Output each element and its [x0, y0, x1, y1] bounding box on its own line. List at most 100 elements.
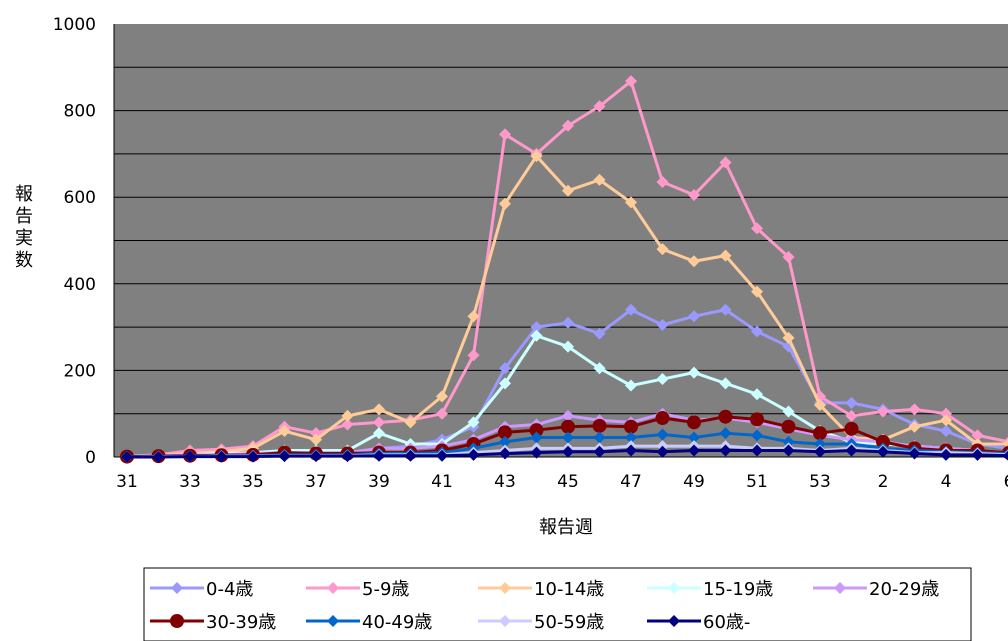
data-point	[562, 184, 574, 197]
legend-item: 20-29歳	[813, 579, 939, 600]
legend-label: 0-4歳	[206, 579, 253, 600]
data-point	[624, 419, 638, 434]
x-tick-label: 49	[683, 472, 705, 492]
data-point	[625, 379, 637, 392]
legend-item: 15-19歳	[647, 579, 773, 600]
data-point	[498, 425, 512, 440]
data-point	[121, 451, 133, 463]
data-point	[499, 447, 511, 460]
data-point	[625, 75, 637, 88]
data-point	[782, 331, 795, 344]
data-point	[499, 435, 511, 448]
data-point	[593, 445, 606, 458]
data-point	[530, 329, 543, 342]
data-point	[404, 416, 417, 429]
legend-label: 20-29歳	[869, 579, 939, 600]
data-point	[908, 403, 921, 416]
legend-marker	[668, 615, 680, 627]
gridlines	[114, 66, 1008, 415]
data-point	[688, 431, 700, 444]
legend-item: 10-14歳	[478, 579, 604, 600]
data-point	[530, 446, 543, 459]
data-point	[813, 426, 827, 441]
data-point	[215, 450, 228, 463]
data-point	[719, 249, 732, 262]
data-point	[877, 405, 889, 418]
data-point	[719, 444, 732, 457]
data-point	[656, 176, 669, 189]
data-point	[781, 419, 796, 434]
data-point	[593, 100, 606, 113]
data-point	[719, 303, 732, 316]
data-point	[656, 318, 669, 331]
data-point	[278, 450, 291, 463]
data-point	[782, 250, 795, 263]
legend-item: 40-49歳	[306, 612, 432, 633]
legend-marker	[327, 582, 339, 594]
x-tick-label: 35	[242, 472, 264, 492]
legend-item: 0-4歳	[150, 579, 253, 600]
data-point	[562, 340, 574, 353]
data-point	[719, 427, 732, 440]
data-point	[656, 445, 669, 458]
x-tick-label: 39	[368, 472, 390, 492]
data-point	[373, 427, 385, 440]
legend-item: 60歳-	[647, 612, 750, 633]
data-point	[688, 366, 700, 379]
legend-item: 5-9歳	[306, 579, 409, 600]
legend-label: 10-14歳	[534, 579, 604, 600]
data-point	[436, 390, 448, 403]
data-point	[529, 423, 544, 438]
data-point	[971, 429, 984, 442]
legend: 0-4歳 5-9歳 10-14歳 15-19歳 20-29歳 30-39歳 40-49歳 50…	[143, 567, 972, 641]
data-point	[467, 349, 480, 362]
data-point	[561, 419, 575, 434]
legend-marker	[834, 582, 846, 594]
data-point	[562, 431, 574, 444]
x-axis-label: 報告週	[539, 517, 593, 538]
data-point	[499, 362, 511, 375]
data-point	[814, 438, 826, 451]
x-tick-label: 2	[878, 472, 889, 492]
data-point	[877, 445, 889, 458]
data-point	[373, 416, 385, 429]
legend-marker	[499, 615, 511, 627]
data-point	[751, 429, 763, 442]
data-point	[655, 411, 670, 426]
x-tick-label: 45	[557, 472, 579, 492]
data-point	[814, 445, 826, 458]
data-point	[971, 448, 984, 461]
data-point	[310, 433, 322, 446]
data-point	[940, 425, 952, 438]
y-axis-label: 報告実数	[15, 184, 33, 271]
data-point	[719, 377, 732, 390]
legend-marker	[668, 582, 680, 594]
legend-item: 30-39歳	[150, 612, 276, 633]
data-point	[530, 150, 543, 163]
data-point	[467, 310, 480, 323]
data-point	[593, 173, 606, 186]
data-point	[782, 435, 795, 448]
legend-marker	[170, 614, 184, 628]
data-point	[656, 373, 669, 386]
data-point	[625, 444, 637, 457]
x-tick-label: 51	[746, 472, 768, 492]
x-tick-label: 41	[431, 472, 453, 492]
data-point	[908, 447, 921, 460]
x-tick-label: 6	[1004, 472, 1008, 492]
data-point	[719, 156, 732, 169]
data-point	[751, 222, 763, 235]
data-point	[593, 362, 606, 375]
legend-label: 15-19歳	[703, 579, 773, 600]
y-tick-label: 800	[64, 102, 96, 122]
legend-label: 50-59歳	[534, 612, 604, 633]
y-tick-label: 600	[64, 188, 96, 208]
data-point	[310, 450, 322, 463]
data-point	[247, 450, 259, 463]
data-point	[814, 399, 826, 412]
x-tick-label: 4	[941, 472, 952, 492]
data-point	[562, 409, 574, 422]
data-point	[530, 321, 543, 334]
data-point	[467, 448, 480, 461]
